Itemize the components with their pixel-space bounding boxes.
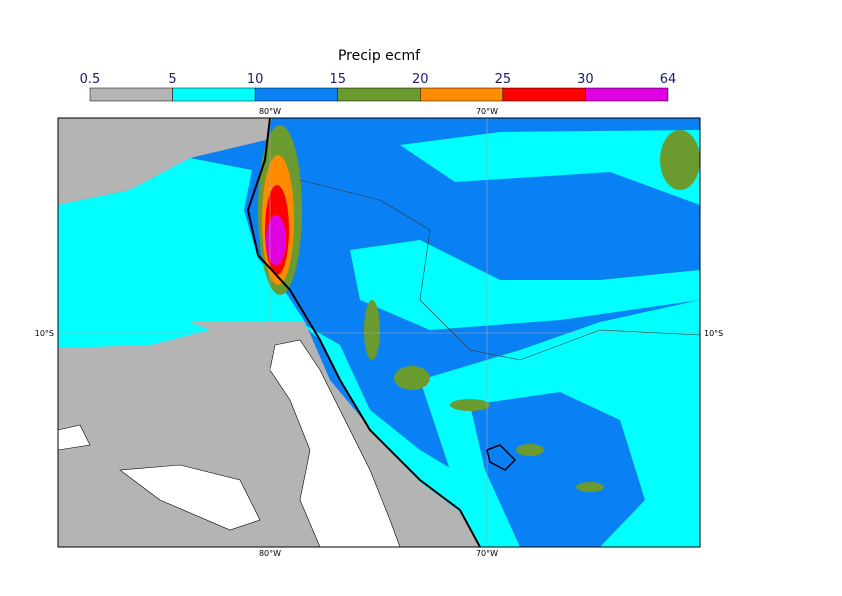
dry-patch: [119, 464, 261, 531]
coastal-wet: [300, 322, 500, 547]
colorbar-label: 20: [412, 72, 429, 87]
dry-patch: [58, 424, 91, 451]
rain-streak: [450, 399, 490, 411]
rain-streak: [660, 130, 700, 190]
heavy-rain: [266, 215, 286, 265]
ocean-wet: [58, 158, 305, 322]
colorbar-segment: [502, 87, 586, 102]
wet-band: [350, 240, 700, 330]
rain-streak: [516, 444, 544, 456]
colorbar-label: 0.5: [80, 72, 101, 87]
lat-label: 10°S: [704, 329, 723, 338]
lat-label: 10°S: [35, 329, 54, 338]
map-field: [58, 118, 700, 547]
colorbar-label: 25: [495, 72, 512, 87]
colorbar-label: 10: [247, 72, 264, 87]
colorbar-segment: [254, 87, 338, 102]
coastline: [246, 118, 481, 547]
rain-streak: [576, 482, 604, 492]
ocean-band: [58, 315, 210, 348]
colorbar: 0.5 5 10 15 20 25 30 64: [80, 72, 677, 102]
colorbar-label: 5: [168, 72, 176, 87]
colorbar-segment: [585, 87, 669, 102]
lon-label: 80°W: [259, 549, 281, 558]
rain-streak: [394, 366, 430, 390]
colorbar-label: 30: [577, 72, 594, 87]
border: [299, 179, 700, 361]
colorbar-segment: [337, 87, 421, 102]
map-title: Precip ecmf: [338, 48, 421, 64]
lon-label: 70°W: [476, 549, 498, 558]
colorbar-segment: [89, 87, 173, 102]
lon-label: 80°W: [259, 107, 281, 116]
dry-patch: [269, 339, 401, 547]
ocean-dry: [58, 118, 272, 205]
wet-north: [400, 130, 700, 205]
lon-label: 70°W: [476, 107, 498, 116]
colorbar-segment: [172, 87, 256, 102]
wetter-region: [470, 392, 645, 547]
colorbar-segment: [420, 87, 504, 102]
map-frame: [57, 117, 701, 548]
rain-streak: [364, 300, 380, 360]
colorbar-label: 15: [329, 72, 346, 87]
colorbar-label: 64: [660, 72, 677, 87]
lake: [486, 444, 517, 471]
